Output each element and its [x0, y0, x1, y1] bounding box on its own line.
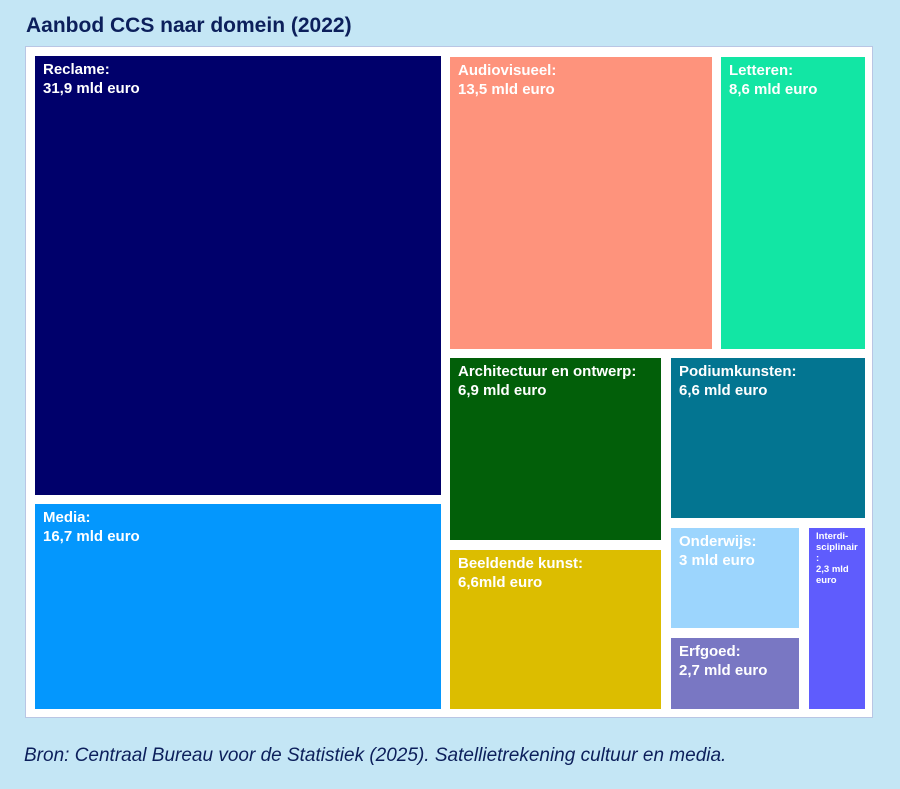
tile-value: 6,9 mld euro	[458, 382, 547, 399]
tile-letteren: Letteren: 8,6 mld euro	[721, 57, 865, 349]
tile-onderwijs: Onderwijs: 3 mld euro	[671, 528, 799, 628]
tile-label: Reclame:	[43, 61, 110, 78]
tile-media: Media: 16,7 mld euro	[35, 504, 441, 709]
tile-label: Architectuur en ontwerp:	[458, 363, 637, 380]
tile-value: 2,3 mld euro	[816, 564, 849, 586]
tile-audiovisueel: Audiovisueel: 13,5 mld euro	[450, 57, 712, 349]
tile-value: 31,9 mld euro	[43, 80, 140, 97]
tile-label: Media:	[43, 509, 91, 526]
tile-value: 6,6 mld euro	[679, 382, 768, 399]
tile-label: Erfgoed:	[679, 643, 741, 660]
chart-title: Aanbod CCS naar domein (2022)	[26, 14, 352, 37]
source-note: Bron: Centraal Bureau voor de Statistiek…	[24, 745, 727, 766]
tile-label: Beeldende kunst:	[458, 555, 584, 572]
tile-value: 3 mld euro	[679, 552, 755, 569]
tile-value: 6,6mld euro	[458, 574, 543, 591]
tile-reclame: Reclame: 31,9 mld euro	[35, 56, 441, 495]
tile-value: 2,7 mld euro	[679, 662, 768, 679]
tile-value: 8,6 mld euro	[729, 81, 818, 98]
tile-label: Podiumkunsten:	[679, 363, 797, 380]
tile-architectuur-en-ontwerp: Architectuur en ontwerp: 6,9 mld euro	[450, 358, 661, 540]
tile-interdisciplinair: Interdi- sciplinair : 2,3 mld euro	[809, 528, 865, 709]
tile-value: 13,5 mld euro	[458, 81, 555, 98]
tile-beeldende-kunst: Beeldende kunst: 6,6mld euro	[450, 550, 661, 709]
tile-label: Onderwijs:	[679, 533, 757, 550]
tile-podiumkunsten: Podiumkunsten: 6,6 mld euro	[671, 358, 865, 518]
tile-label: Audiovisueel:	[458, 62, 557, 79]
tile-erfgoed: Erfgoed: 2,7 mld euro	[671, 638, 799, 709]
tile-label: Letteren:	[729, 62, 794, 79]
treemap-panel: Reclame: 31,9 mld euro Media: 16,7 mld e…	[25, 46, 873, 718]
tile-label: Interdi- sciplinair :	[816, 531, 858, 564]
tile-value: 16,7 mld euro	[43, 528, 140, 545]
